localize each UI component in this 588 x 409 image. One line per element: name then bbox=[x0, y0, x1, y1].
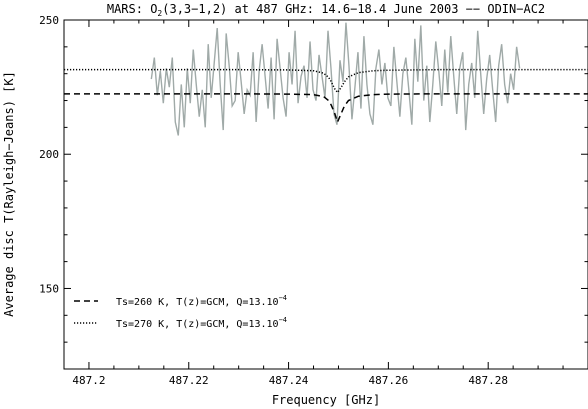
legend: Ts=260 K, T(z)=GCM, Q=13.10−4Ts=270 K, T… bbox=[74, 294, 287, 330]
legend-label-exponent: −4 bbox=[279, 316, 287, 324]
y-tick-label: 150 bbox=[39, 282, 59, 295]
legend-label: Ts=260 K, T(z)=GCM, Q=13.10−4 bbox=[116, 294, 287, 308]
chart-title: MARS: O2(3,3−1,2) at 487 GHz: 14.6−18.4 … bbox=[107, 2, 545, 18]
y-tick-label: 200 bbox=[39, 148, 59, 161]
x-tick-label: 487.2 bbox=[72, 374, 105, 387]
series-line-observed bbox=[150, 22, 521, 136]
x-tick-label: 487.28 bbox=[468, 374, 508, 387]
plot-frame bbox=[63, 19, 588, 370]
legend-label-main: Ts=260 K, T(z)=GCM, Q=13.10 bbox=[116, 297, 279, 308]
chart-title-subscript: 2 bbox=[157, 9, 162, 18]
y-tick-label: 250 bbox=[39, 14, 59, 27]
x-axis-label: Frequency [GHz] bbox=[272, 393, 380, 407]
legend-label-exponent: −4 bbox=[279, 294, 287, 302]
legend-label-main: Ts=270 K, T(z)=GCM, Q=13.10 bbox=[116, 319, 279, 330]
series-layer bbox=[64, 22, 588, 136]
x-tick-label: 487.26 bbox=[369, 374, 409, 387]
chart-title-prefix: MARS: O bbox=[107, 2, 158, 16]
chart-title-rest: (3,3−1,2) at 487 GHz: 14.6−18.4 June 200… bbox=[162, 2, 545, 16]
y-axis-label: Average disc T(Rayleigh−Jeans) [K] bbox=[2, 71, 16, 317]
x-tick-label: 487.24 bbox=[269, 374, 309, 387]
x-tick-label: 487.22 bbox=[169, 374, 209, 387]
legend-label: Ts=270 K, T(z)=GCM, Q=13.10−4 bbox=[116, 316, 287, 330]
series-line-dashed bbox=[64, 93, 588, 125]
tick-layer: 487.2 487.22 487.24 487.26 487.28 150 200 250 bbox=[39, 14, 588, 387]
